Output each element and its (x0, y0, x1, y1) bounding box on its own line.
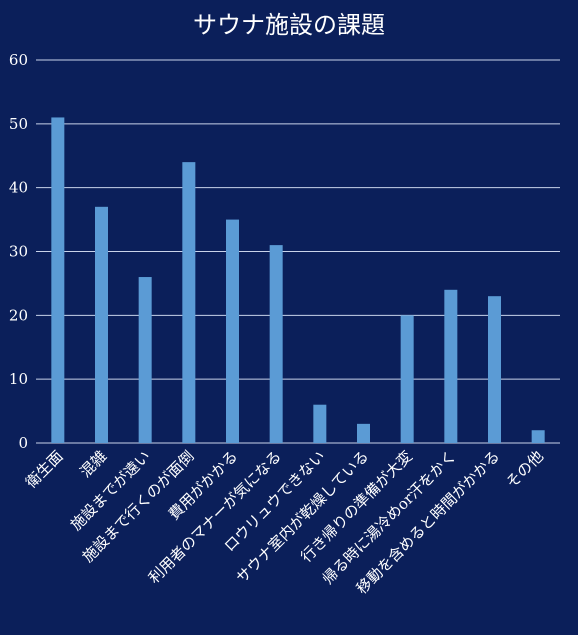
chart-title: サウナ施設の課題 (193, 11, 385, 39)
bar-1 (51, 117, 65, 443)
x-tick-label: 混雑 (76, 447, 110, 481)
bar-2 (95, 206, 108, 443)
y-tick-label: 20 (9, 306, 28, 324)
bars (51, 117, 545, 443)
x-axis-ticks: 衛生面 混雑施設までが遠い施設まで行くのが面倒費用がかかる利用者のマナーが気になる… (22, 447, 547, 598)
bar-7 (313, 404, 327, 443)
gridlines (36, 59, 560, 444)
y-tick-label: 60 (9, 51, 28, 69)
bar-11 (488, 296, 501, 443)
x-tick-label: 衛生面 (22, 447, 67, 492)
bar-9 (400, 315, 414, 443)
bar-5 (226, 219, 239, 443)
y-tick-label: 10 (9, 370, 28, 388)
x-tick-label: その他 (502, 447, 547, 492)
y-tick-label: 40 (9, 179, 28, 197)
bar-6 (269, 245, 283, 443)
y-tick-label: 0 (18, 434, 28, 452)
bar-12 (531, 430, 545, 443)
y-axis-ticks: 0 10 20 30 40 50 60 (9, 51, 28, 452)
bar-8 (357, 423, 370, 443)
bar-4 (182, 162, 196, 443)
bar-10 (444, 289, 458, 443)
y-tick-label: 30 (9, 243, 28, 261)
bar-3 (138, 277, 152, 443)
y-tick-label: 50 (9, 115, 28, 133)
